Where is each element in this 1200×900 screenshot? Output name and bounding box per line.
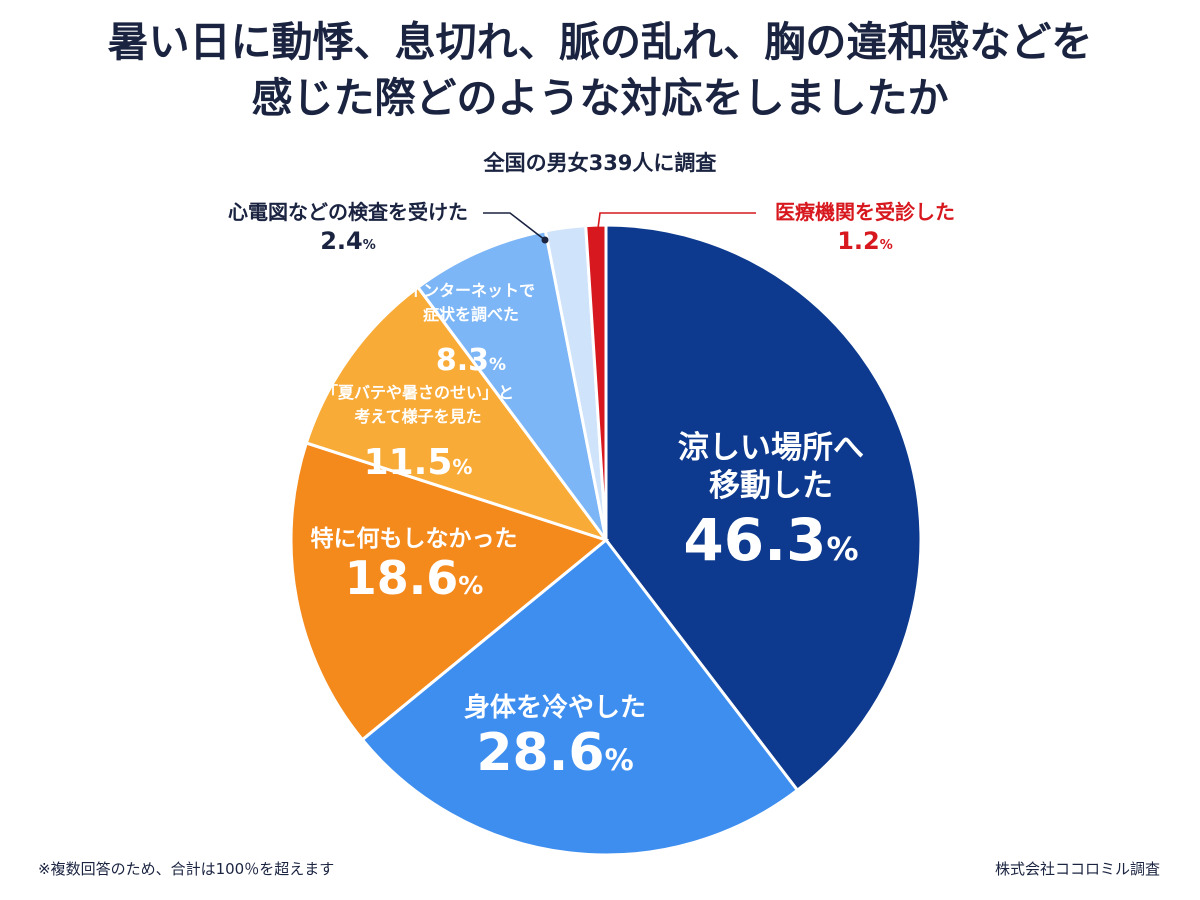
slice-value-3: 18.6% <box>345 551 484 605</box>
pie-slice-3 <box>289 441 610 742</box>
slice-label-2-line-1: 身体を冷やした <box>464 692 646 723</box>
pie-slice-1 <box>604 223 923 793</box>
footnote: ※複数回答のため、合計は100％を超えます <box>38 860 335 878</box>
slice-value-5: 8.3% <box>436 343 506 378</box>
slice-value-6: 2.4% <box>320 227 376 255</box>
leader-line-6 <box>483 212 546 241</box>
chart-title-line2: 感じた際どのような対応をしましたか <box>251 74 949 122</box>
slice-label-4-line-2: 考えて様子を見た <box>354 407 481 426</box>
chart-title: 暑い日に動悸、息切れ、脈の乱れ、胸の違和感などを 感じた際どのような対応をしまし… <box>0 14 1200 126</box>
slice-label-6-line-1: 心電図などの検査を受けた <box>228 200 468 224</box>
slice-value-4: 11.5% <box>364 442 473 483</box>
chart-title-line1: 暑い日に動悸、息切れ、脈の乱れ、胸の違和感などを <box>107 18 1093 66</box>
leader-dot-7 <box>593 232 601 240</box>
slice-label-7-line-1: 医療機関を受診した <box>775 200 955 224</box>
source-credit: 株式会社ココロミル調査 <box>994 860 1160 878</box>
pie-slice-2 <box>360 537 800 857</box>
pie-slice-4 <box>304 285 611 543</box>
slice-value-1: 46.3% <box>683 506 858 574</box>
slice-label-5-line-2: 症状を調べた <box>423 305 519 324</box>
slice-label-1-line-2: 移動した <box>709 468 833 504</box>
pie-slice-7 <box>584 223 608 541</box>
leader-dot-6 <box>541 236 549 244</box>
pie-slices <box>289 223 923 857</box>
chart-subtitle: 全国の男女339人に調査 <box>483 151 717 175</box>
leader-line-7 <box>596 212 756 237</box>
slice-label-5-line-1: インターネットで <box>407 281 535 300</box>
slice-value-2: 28.6% <box>476 723 633 783</box>
slice-label-4-line-1: 「夏バテや暑さのせい」と <box>322 383 514 402</box>
slice-value-7: 1.2% <box>837 227 893 255</box>
slice-label-1-line-1: 涼しい場所へ <box>678 430 864 466</box>
slice-label-3-line-1: 特に何もしなかった <box>311 526 518 552</box>
pie-slice-5 <box>415 229 608 541</box>
